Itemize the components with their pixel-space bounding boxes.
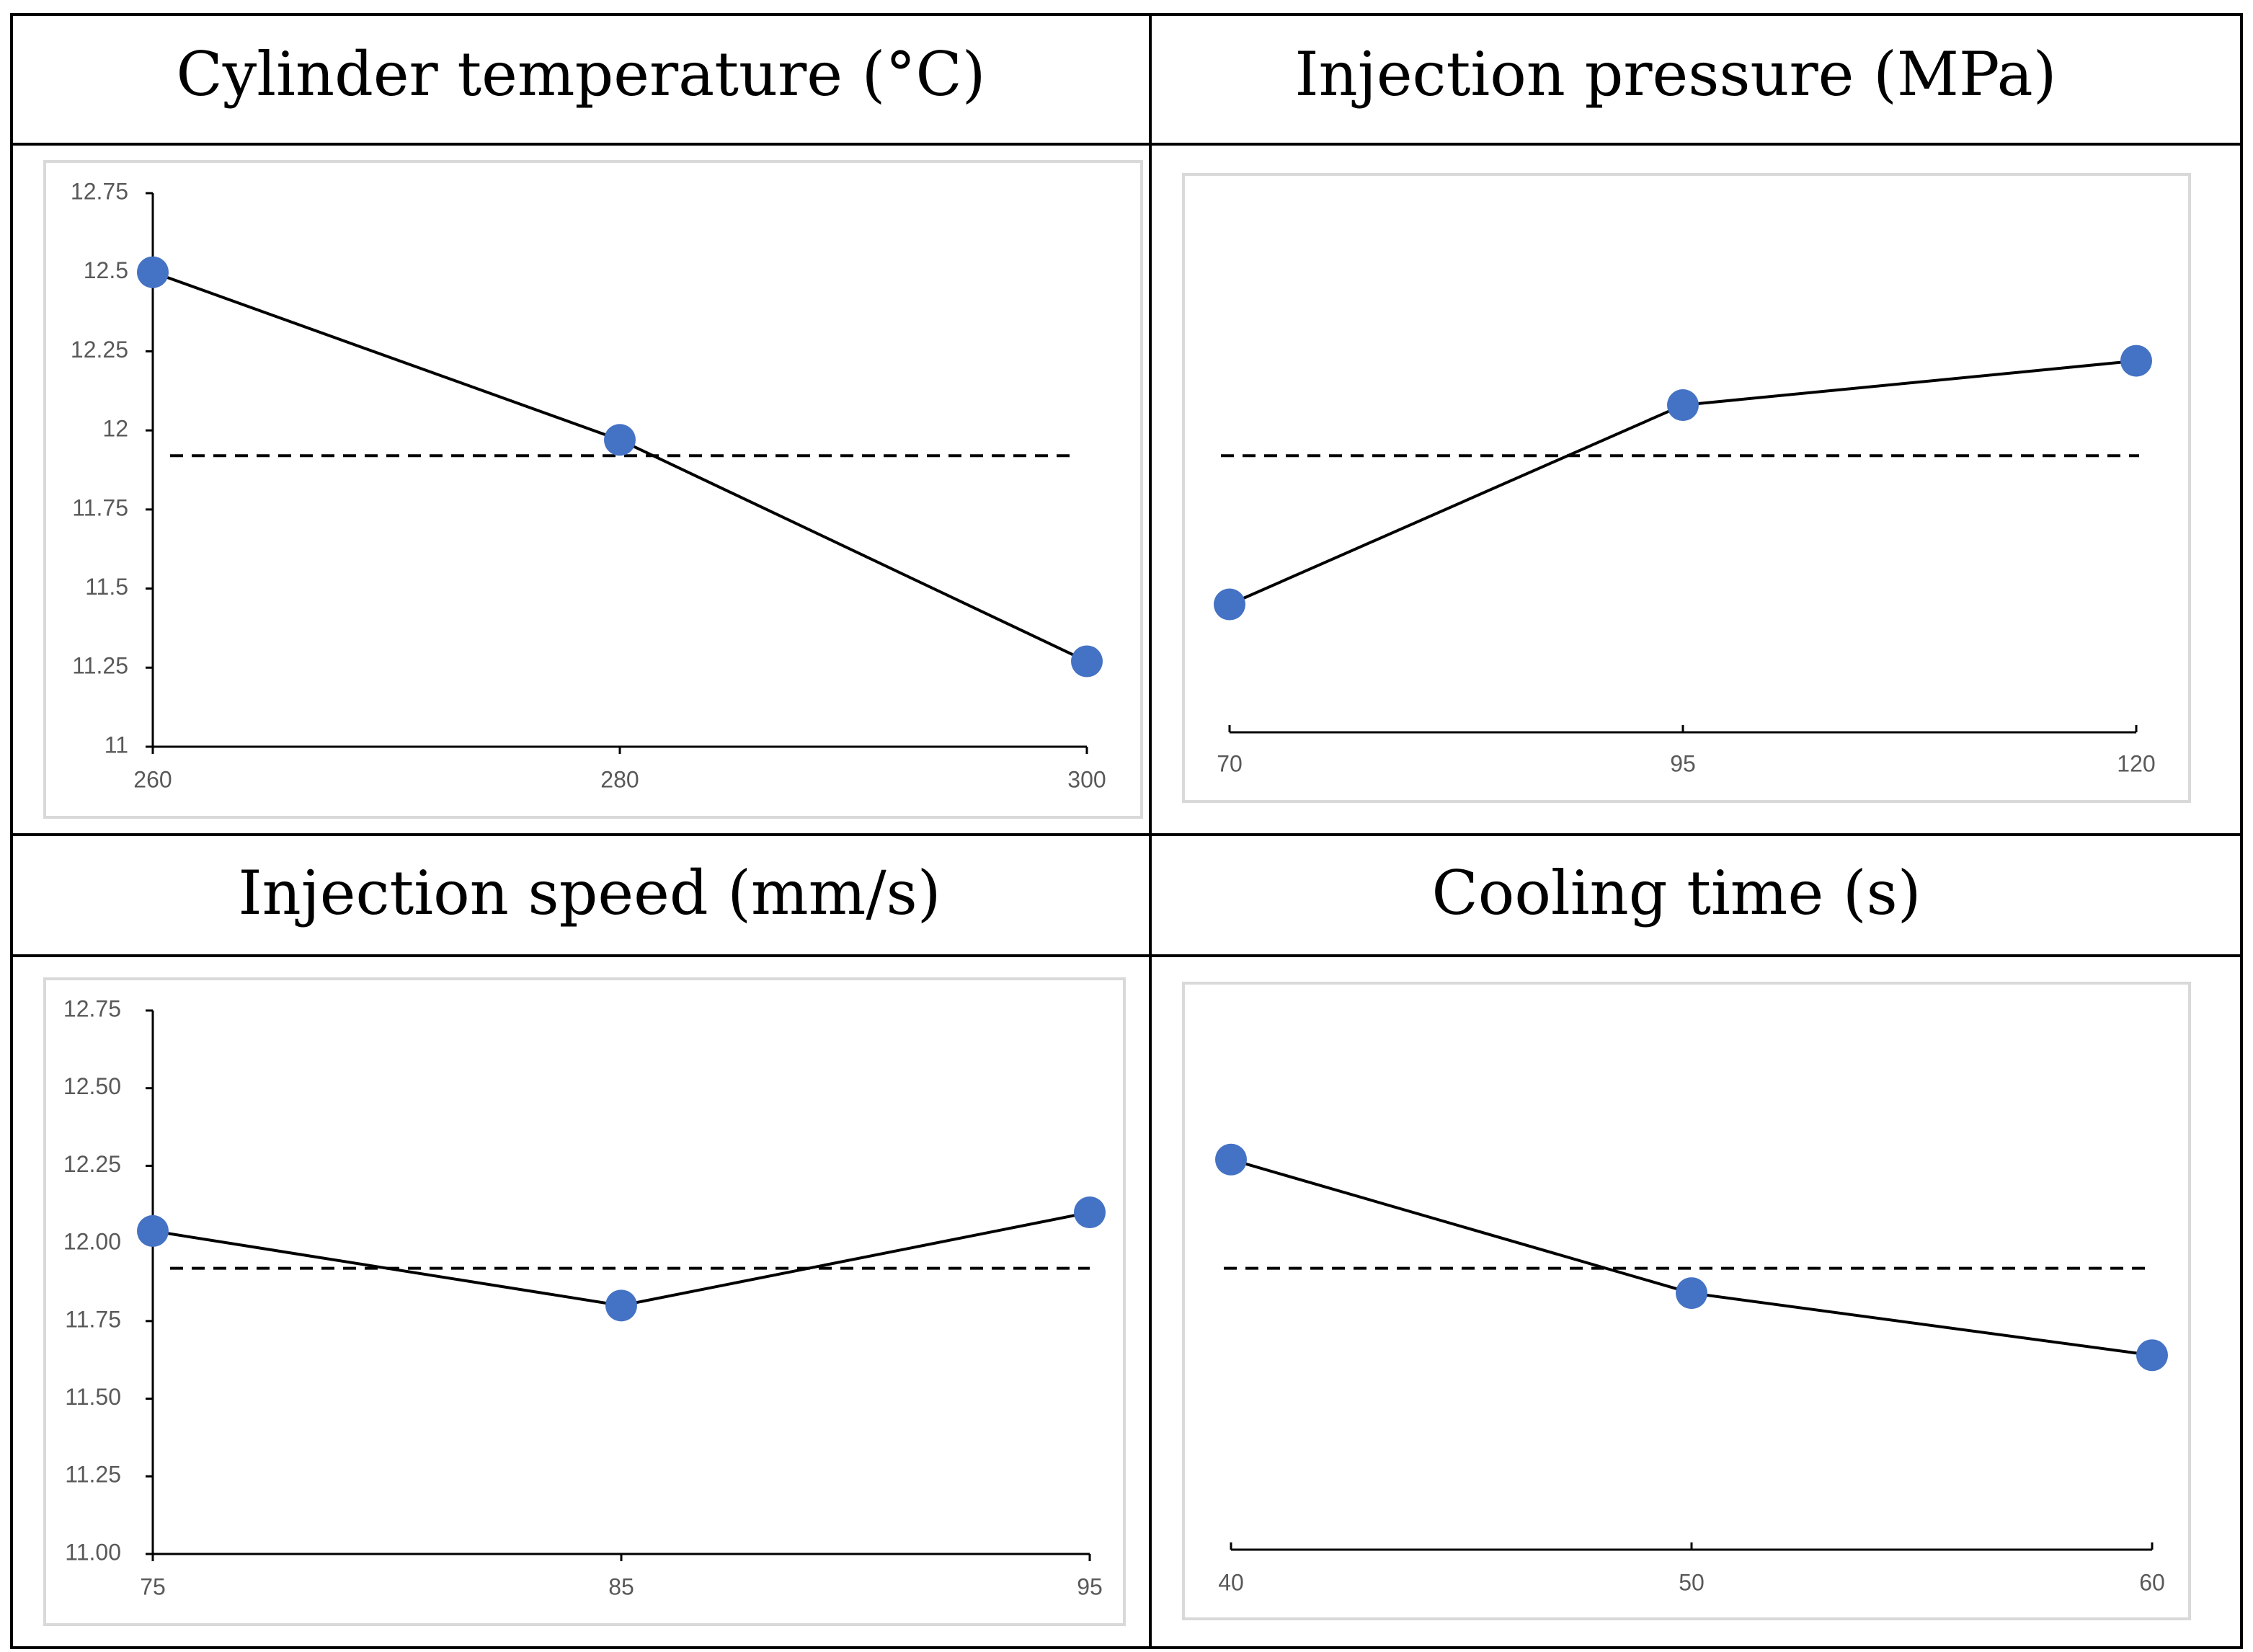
panel-title-cooling-time: Cooling time (s) <box>1431 858 1921 928</box>
x-tick-label: 85 <box>608 1573 634 1599</box>
y-tick-label: 11.75 <box>72 494 128 520</box>
y-tick-label: 12.25 <box>71 337 128 363</box>
data-point-marker <box>137 1214 169 1247</box>
y-tick-label: 11.00 <box>65 1539 121 1565</box>
x-tick-label: 60 <box>2139 1569 2165 1595</box>
data-point-marker <box>604 424 636 456</box>
data-point-marker <box>1214 588 1245 621</box>
x-tick-label: 50 <box>1679 1569 1705 1595</box>
x-tick-label: 120 <box>2117 750 2155 776</box>
y-tick-label: 12.75 <box>63 995 121 1021</box>
chart-frame <box>43 160 1143 819</box>
x-tick-label: 40 <box>1218 1569 1244 1595</box>
y-tick-label: 12.00 <box>63 1229 121 1255</box>
data-point-marker <box>2136 1339 2168 1372</box>
y-tick-label: 12.75 <box>71 178 128 204</box>
data-point-marker <box>2120 345 2152 377</box>
data-point-marker <box>1667 389 1699 422</box>
chart-cylinder-temperature: 11 11.25 11.5 11.75 12 12.25 12.5 12.75 260 280 30… <box>43 160 1143 819</box>
chart-frame <box>1182 173 2191 803</box>
table-border <box>10 13 2243 1649</box>
chart-injection-speed: 11.00 11.25 11.50 11.75 12.00 12.25 12.50 12.75… <box>43 977 1126 1626</box>
chart-frame <box>43 977 1126 1626</box>
table-grid <box>10 13 2243 1649</box>
panel-title-injection-pressure: Injection pressure (MPa) <box>1295 39 2057 110</box>
x-tick-label: 75 <box>140 1573 166 1599</box>
x-tick-label: 70 <box>1217 750 1243 776</box>
y-tick-label: 12 <box>102 416 128 442</box>
x-tick-label: 95 <box>1670 750 1696 776</box>
panel-title-injection-speed: Injection speed (mm/s) <box>238 858 941 928</box>
panel-title-cylinder-temperature: Cylinder temperature (°C) <box>177 39 986 110</box>
y-tick-label: 11.75 <box>65 1306 121 1332</box>
y-tick-label: 12.25 <box>63 1151 121 1177</box>
data-point-marker <box>605 1289 637 1322</box>
y-tick-label: 12.5 <box>84 257 128 283</box>
data-point-marker <box>1071 645 1103 678</box>
chart-cooling-time: 40 50 60 <box>1182 982 2191 1620</box>
data-point-marker <box>1215 1143 1247 1176</box>
data-point-marker <box>137 256 169 288</box>
data-point-marker <box>1676 1277 1707 1310</box>
chart-injection-pressure: 70 95 120 <box>1182 173 2191 803</box>
data-point-marker <box>1074 1196 1106 1229</box>
y-tick-label: 11 <box>105 732 128 758</box>
x-tick-label: 95 <box>1077 1573 1103 1599</box>
y-tick-label: 11.25 <box>65 1462 121 1488</box>
y-tick-label: 11.25 <box>72 653 128 679</box>
y-tick-label: 11.50 <box>65 1384 121 1410</box>
y-tick-label: 11.5 <box>85 574 128 600</box>
y-tick-label: 12.50 <box>63 1073 121 1099</box>
x-tick-label: 280 <box>600 766 639 792</box>
x-tick-label: 260 <box>133 766 172 792</box>
x-tick-label: 300 <box>1067 766 1106 792</box>
